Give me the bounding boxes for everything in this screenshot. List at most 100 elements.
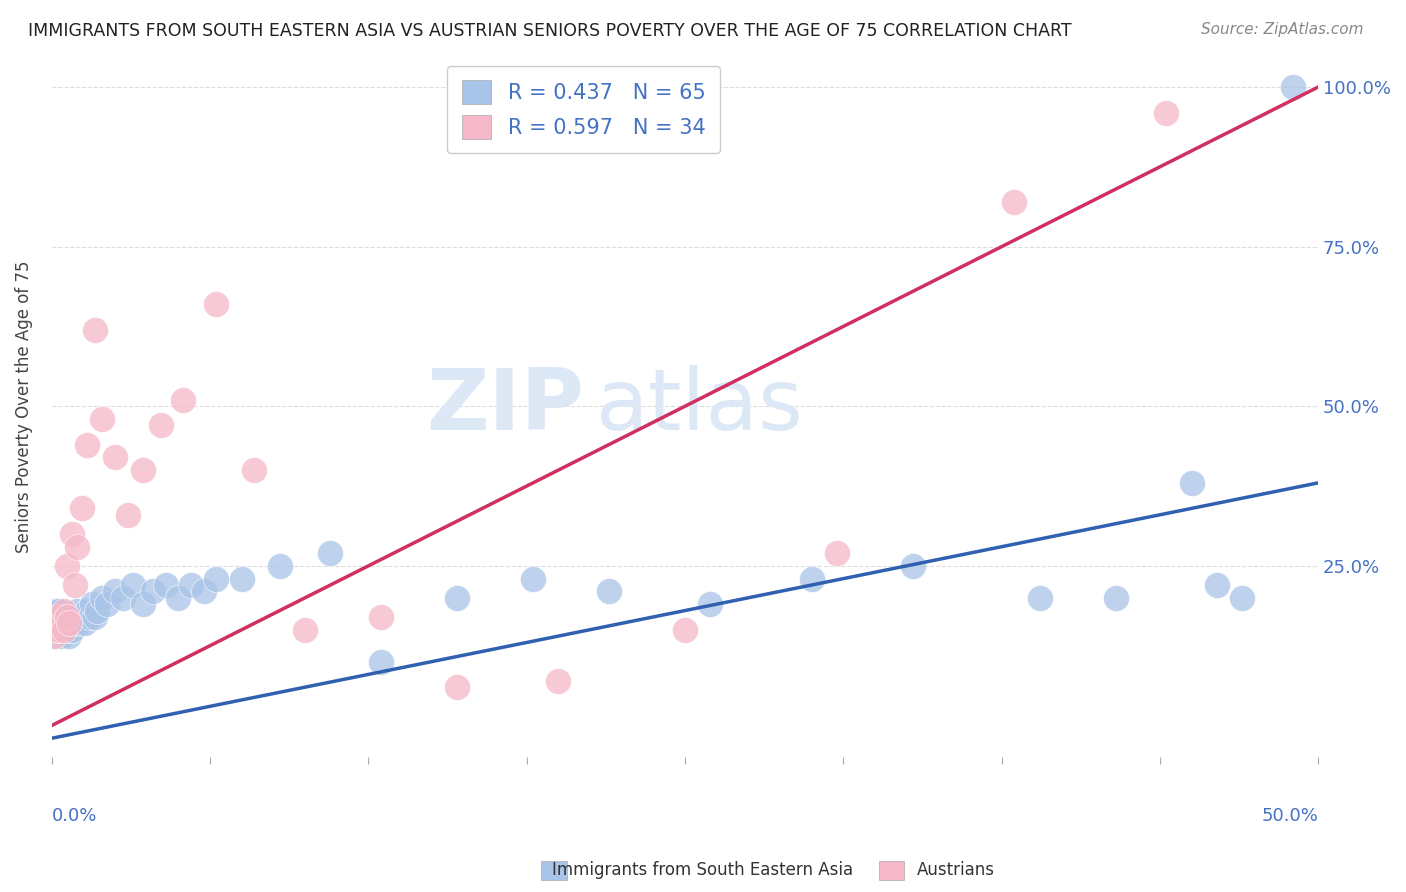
- Point: [76, 437, 98, 451]
- Point: [44, 603, 66, 617]
- Text: Immigrants from South Eastern Asia: Immigrants from South Eastern Asia: [553, 861, 853, 879]
- Point: [370, 655, 392, 669]
- Point: [83, 323, 105, 337]
- Point: [96, 597, 118, 611]
- Text: ZIP: ZIP: [426, 365, 583, 448]
- Point: [142, 584, 165, 599]
- Point: [73, 616, 96, 631]
- Point: [60, 610, 83, 624]
- Point: [45, 629, 67, 643]
- Point: [82, 597, 104, 611]
- Point: [193, 584, 215, 599]
- Text: 50.0%: 50.0%: [1261, 806, 1319, 824]
- Point: [45, 616, 67, 631]
- Point: [51, 623, 73, 637]
- Point: [53, 603, 76, 617]
- Point: [56, 610, 79, 624]
- Point: [86, 603, 108, 617]
- Point: [121, 578, 143, 592]
- Point: [76, 603, 98, 617]
- Point: [63, 616, 86, 631]
- Point: [1230, 591, 1253, 605]
- Point: [45, 603, 67, 617]
- Point: [167, 591, 190, 605]
- Point: [104, 584, 127, 599]
- Text: Source: ZipAtlas.com: Source: ZipAtlas.com: [1201, 22, 1364, 37]
- Point: [673, 623, 696, 637]
- Point: [370, 610, 392, 624]
- Point: [70, 501, 93, 516]
- Point: [1205, 578, 1227, 592]
- Point: [1002, 194, 1025, 209]
- Point: [598, 584, 620, 599]
- Text: Austrians: Austrians: [917, 861, 995, 879]
- Point: [319, 546, 342, 560]
- Point: [63, 578, 86, 592]
- Point: [269, 558, 291, 573]
- Legend: R = 0.437   N = 65, R = 0.597   N = 34: R = 0.437 N = 65, R = 0.597 N = 34: [447, 65, 720, 153]
- Point: [60, 527, 83, 541]
- Point: [91, 412, 114, 426]
- Point: [69, 616, 91, 631]
- Point: [1104, 591, 1126, 605]
- Point: [446, 680, 468, 694]
- Text: IMMIGRANTS FROM SOUTH EASTERN ASIA VS AUSTRIAN SENIORS POVERTY OVER THE AGE OF 7: IMMIGRANTS FROM SOUTH EASTERN ASIA VS AU…: [28, 22, 1071, 40]
- Point: [44, 610, 66, 624]
- Point: [70, 610, 93, 624]
- Point: [901, 558, 924, 573]
- Point: [155, 578, 177, 592]
- Point: [60, 623, 83, 637]
- Point: [132, 597, 155, 611]
- Point: [800, 572, 823, 586]
- Point: [53, 623, 76, 637]
- Point: [825, 546, 848, 560]
- Point: [1281, 80, 1303, 95]
- Point: [132, 463, 155, 477]
- Point: [45, 623, 67, 637]
- Point: [205, 572, 228, 586]
- Point: [48, 603, 70, 617]
- Point: [1180, 475, 1202, 490]
- Point: [104, 450, 127, 465]
- Text: 0.0%: 0.0%: [52, 806, 97, 824]
- Point: [51, 629, 73, 643]
- Point: [699, 597, 721, 611]
- Point: [45, 610, 67, 624]
- Point: [53, 623, 76, 637]
- Point: [44, 623, 66, 637]
- Point: [58, 616, 80, 631]
- Point: [58, 616, 80, 631]
- Point: [51, 616, 73, 631]
- Point: [53, 616, 76, 631]
- Point: [56, 616, 79, 631]
- Point: [522, 572, 544, 586]
- Point: [83, 610, 105, 624]
- Point: [79, 610, 101, 624]
- Text: atlas: atlas: [596, 365, 804, 448]
- Point: [45, 623, 67, 637]
- Point: [58, 623, 80, 637]
- Point: [205, 297, 228, 311]
- Point: [44, 616, 66, 631]
- Point: [1028, 591, 1050, 605]
- Point: [446, 591, 468, 605]
- Point: [48, 610, 70, 624]
- Point: [117, 508, 139, 522]
- Point: [53, 610, 76, 624]
- Point: [44, 616, 66, 631]
- Point: [149, 418, 172, 433]
- Point: [66, 540, 89, 554]
- Point: [56, 623, 79, 637]
- Point: [231, 572, 253, 586]
- Y-axis label: Seniors Poverty Over the Age of 75: Seniors Poverty Over the Age of 75: [15, 260, 32, 552]
- Point: [66, 603, 89, 617]
- Point: [51, 616, 73, 631]
- Point: [48, 616, 70, 631]
- Point: [180, 578, 202, 592]
- Point: [48, 623, 70, 637]
- Point: [547, 673, 569, 688]
- Point: [56, 558, 79, 573]
- Point: [294, 623, 316, 637]
- Point: [44, 629, 66, 643]
- Point: [58, 629, 80, 643]
